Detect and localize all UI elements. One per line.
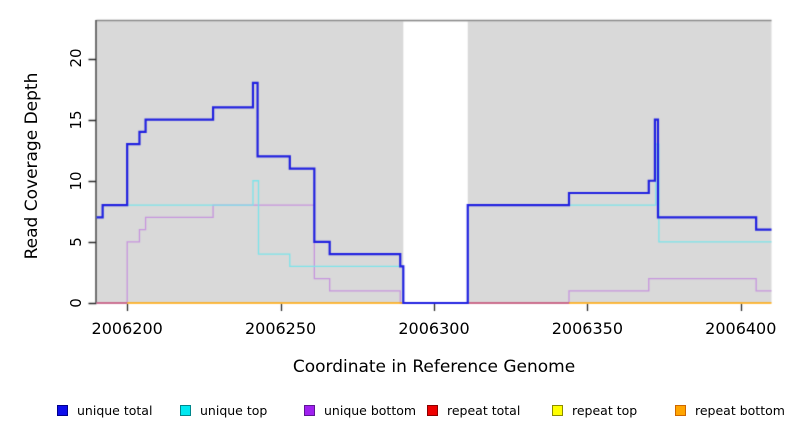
legend-item-repeat-bottom: repeat bottom: [675, 402, 785, 418]
x-tick-label-2006300: 2006300: [398, 319, 470, 338]
x-tick-label-2006250: 2006250: [244, 319, 317, 338]
unique-bottom-swatch-icon: [304, 404, 315, 416]
y-tick-label-20: 20: [67, 48, 85, 68]
legend-label: unique top: [200, 402, 268, 418]
x-tick-label-2006200: 2006200: [91, 319, 163, 338]
repeat-top-swatch-icon: [552, 404, 563, 416]
legend-label: unique total: [77, 402, 153, 418]
y-tick-label-5: 5: [67, 237, 85, 247]
repeat-total-swatch-icon: [427, 404, 438, 416]
y-axis-title: Read Coverage Depth: [22, 72, 42, 260]
x-axis-title: Coordinate in Reference Genome: [292, 357, 576, 377]
legend-label: repeat top: [572, 402, 638, 418]
repeat-bottom-swatch-icon: [675, 404, 686, 416]
unique-top-swatch-icon: [180, 404, 191, 416]
x-tick-label-2006400: 2006400: [705, 319, 777, 338]
x-tick-label-2006350: 2006350: [551, 319, 624, 338]
y-tick-label-0: 0: [67, 298, 85, 308]
y-tick-label-10: 10: [67, 171, 85, 191]
legend-item-unique-total: unique total: [57, 402, 152, 418]
legend-item-unique-bottom: unique bottom: [304, 402, 416, 418]
legend-item-repeat-total: repeat total: [427, 402, 520, 418]
legend-label: unique bottom: [324, 402, 417, 418]
legend-label: repeat total: [447, 402, 521, 418]
legend-item-unique-top: unique top: [180, 402, 267, 418]
legend-item-repeat-top: repeat top: [552, 402, 637, 418]
legend-label: repeat bottom: [695, 402, 785, 418]
y-tick-label-15: 15: [67, 110, 85, 130]
unique-total-swatch-icon: [57, 404, 68, 416]
